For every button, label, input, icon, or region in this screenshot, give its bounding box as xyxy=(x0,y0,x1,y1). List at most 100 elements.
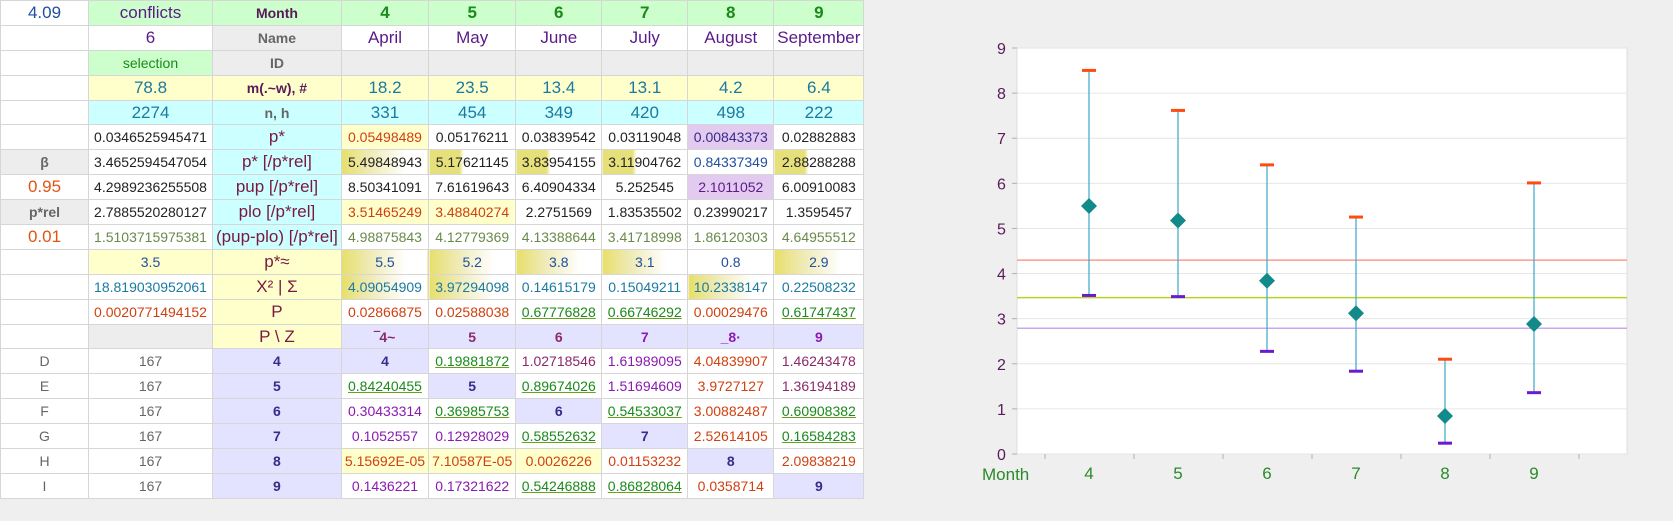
cell-month-5-f[interactable]: 0.36985753 xyxy=(428,398,517,425)
cell-month-8-plo[interactable]: 0.23990217 xyxy=(687,199,775,226)
cell-month-6-month[interactable]: 6 xyxy=(515,0,603,26)
cell-month-8-f[interactable]: 3.00882487 xyxy=(687,398,775,425)
cell-month-5-plo[interactable]: 3.48840274 xyxy=(428,199,517,226)
cell-month-6-pz[interactable]: 6 xyxy=(515,323,603,350)
cell-month-7-d[interactable]: 1.61989095 xyxy=(601,348,689,375)
cell-month-9-e[interactable]: 1.36194189 xyxy=(773,373,865,400)
cell-month-4-n[interactable]: 331 xyxy=(340,99,430,126)
cell-c-d[interactable]: 4 xyxy=(212,348,342,375)
cell-month-8-mean[interactable]: 4.2 xyxy=(687,74,775,101)
cell-month-4-pstar-rel[interactable]: 5.49848943 xyxy=(340,149,430,176)
cell-b-pstar[interactable]: 0.0346525945471 xyxy=(88,124,213,151)
cell-month-7-g[interactable]: 7 xyxy=(601,423,689,450)
cell-month-4-h[interactable]: 5.15692E-05 xyxy=(340,448,430,474)
cell-month-6-name[interactable]: June xyxy=(515,24,603,51)
cell-c-name[interactable]: Name xyxy=(212,24,342,51)
cell-a-id[interactable] xyxy=(0,49,89,76)
cell-month-8-pz[interactable]: _8· xyxy=(687,323,775,350)
cell-month-5-papprox[interactable]: 5.2 xyxy=(428,248,517,275)
cell-month-6-pstar[interactable]: 0.03839542 xyxy=(515,124,603,151)
cell-a-f[interactable]: F xyxy=(0,398,89,425)
cell-month-9-plo[interactable]: 1.3595457 xyxy=(773,199,865,226)
cell-month-4-name[interactable]: April xyxy=(340,24,430,51)
cell-c-i[interactable]: 9 xyxy=(212,472,342,499)
cell-month-6-id[interactable] xyxy=(515,49,603,76)
cell-month-7-pstar[interactable]: 0.03119048 xyxy=(601,124,689,151)
cell-month-7-pz[interactable]: 7 xyxy=(601,323,689,350)
cell-month-8-p-value[interactable]: 0.00029476 xyxy=(687,298,775,325)
cell-month-5-chi[interactable]: 3.97294098 xyxy=(428,273,517,300)
cell-month-6-d[interactable]: 1.02718546 xyxy=(515,348,603,375)
cell-month-6-i[interactable]: 0.54246888 xyxy=(515,472,603,499)
cell-b-h[interactable]: 167 xyxy=(88,448,213,474)
cell-month-6-mean[interactable]: 13.4 xyxy=(515,74,603,101)
cell-month-9-p-value[interactable]: 0.61747437 xyxy=(773,298,865,325)
cell-month-4-d[interactable]: 4 xyxy=(340,348,430,375)
cell-month-7-i[interactable]: 0.86828064 xyxy=(601,472,689,499)
cell-month-4-f[interactable]: 0.30433314 xyxy=(340,398,430,425)
cell-c-papprox[interactable]: p*≈ xyxy=(212,248,342,275)
cell-month-7-id[interactable] xyxy=(601,49,689,76)
cell-month-9-d[interactable]: 1.46243478 xyxy=(773,348,865,375)
cell-month-5-p-value[interactable]: 0.02588038 xyxy=(428,298,517,325)
cell-month-7-n[interactable]: 420 xyxy=(601,99,689,126)
cell-month-9-chi[interactable]: 0.22508232 xyxy=(773,273,865,300)
cell-b-papprox[interactable]: 3.5 xyxy=(88,248,213,275)
cell-a-pstar[interactable] xyxy=(0,124,89,151)
cell-b-range[interactable]: 1.5103715975381 xyxy=(88,224,213,250)
cell-month-9-name[interactable]: September xyxy=(773,24,865,51)
cell-month-4-month[interactable]: 4 xyxy=(340,0,430,26)
cell-month-7-f[interactable]: 0.54533037 xyxy=(601,398,689,425)
cell-a-plo[interactable]: p*rel xyxy=(0,199,89,226)
cell-a-g[interactable]: G xyxy=(0,423,89,450)
cell-month-7-e[interactable]: 1.51694609 xyxy=(601,373,689,400)
cell-c-chi[interactable]: X² | Σ xyxy=(212,273,342,300)
cell-a-pz[interactable] xyxy=(0,323,89,350)
cell-b-name[interactable]: 6 xyxy=(88,24,213,51)
cell-b-i[interactable]: 167 xyxy=(88,472,213,499)
cell-month-9-n[interactable]: 222 xyxy=(773,99,865,126)
cell-month-9-papprox[interactable]: 2.9 xyxy=(773,248,865,275)
cell-a-pstar-rel[interactable]: β xyxy=(0,149,89,176)
cell-month-5-id[interactable] xyxy=(428,49,517,76)
cell-a-pup[interactable]: 0.95 xyxy=(0,174,89,201)
cell-b-e[interactable]: 167 xyxy=(88,373,213,400)
cell-month-7-range[interactable]: 3.41718998 xyxy=(601,224,689,250)
cell-month-8-papprox[interactable]: 0.8 xyxy=(687,248,775,275)
cell-month-9-g[interactable]: 0.16584283 xyxy=(773,423,865,450)
cell-b-pstar-rel[interactable]: 3.4652594547054 xyxy=(88,149,213,176)
cell-b-p-value[interactable]: 0.0020771494152 xyxy=(88,298,213,325)
cell-b-id[interactable]: selection xyxy=(88,49,213,76)
cell-month-6-n[interactable]: 349 xyxy=(515,99,603,126)
cell-month-5-range[interactable]: 4.12779369 xyxy=(428,224,517,250)
cell-a-i[interactable]: I xyxy=(0,472,89,499)
cell-a-d[interactable]: D xyxy=(0,348,89,375)
cell-a-chi[interactable] xyxy=(0,273,89,300)
cell-month-7-mean[interactable]: 13.1 xyxy=(601,74,689,101)
cell-month-7-chi[interactable]: 0.15049211 xyxy=(601,273,689,300)
cell-month-7-plo[interactable]: 1.83535502 xyxy=(601,199,689,226)
cell-c-pstar[interactable]: p* xyxy=(212,124,342,151)
cell-month-9-id[interactable] xyxy=(773,49,865,76)
cell-month-5-month[interactable]: 5 xyxy=(428,0,517,26)
cell-c-n[interactable]: n, h xyxy=(212,99,342,126)
cell-month-8-range[interactable]: 1.86120303 xyxy=(687,224,775,250)
cell-month-8-d[interactable]: 4.04839907 xyxy=(687,348,775,375)
cell-month-6-f[interactable]: 6 xyxy=(515,398,603,425)
cell-month-6-p-value[interactable]: 0.67776828 xyxy=(515,298,603,325)
cell-a-range[interactable]: 0.01 xyxy=(0,224,89,250)
cell-month-5-g[interactable]: 0.12928029 xyxy=(428,423,517,450)
cell-month-8-chi[interactable]: 10.2338147 xyxy=(687,273,775,300)
cell-c-f[interactable]: 6 xyxy=(212,398,342,425)
cell-month-4-g[interactable]: 0.1052557 xyxy=(340,423,430,450)
cell-month-9-h[interactable]: 2.09838219 xyxy=(773,448,865,474)
cell-a-name[interactable] xyxy=(0,24,89,51)
cell-a-mean[interactable] xyxy=(0,74,89,101)
cell-month-7-h[interactable]: 0.01153232 xyxy=(601,448,689,474)
cell-month-4-id[interactable] xyxy=(340,49,430,76)
cell-month-8-n[interactable]: 498 xyxy=(687,99,775,126)
cell-b-plo[interactable]: 2.7885520280127 xyxy=(88,199,213,226)
cell-c-month[interactable]: Month xyxy=(212,0,342,26)
cell-month-4-pz[interactable]: ‾4~ xyxy=(340,323,430,350)
cell-month-8-g[interactable]: 2.52614105 xyxy=(687,423,775,450)
